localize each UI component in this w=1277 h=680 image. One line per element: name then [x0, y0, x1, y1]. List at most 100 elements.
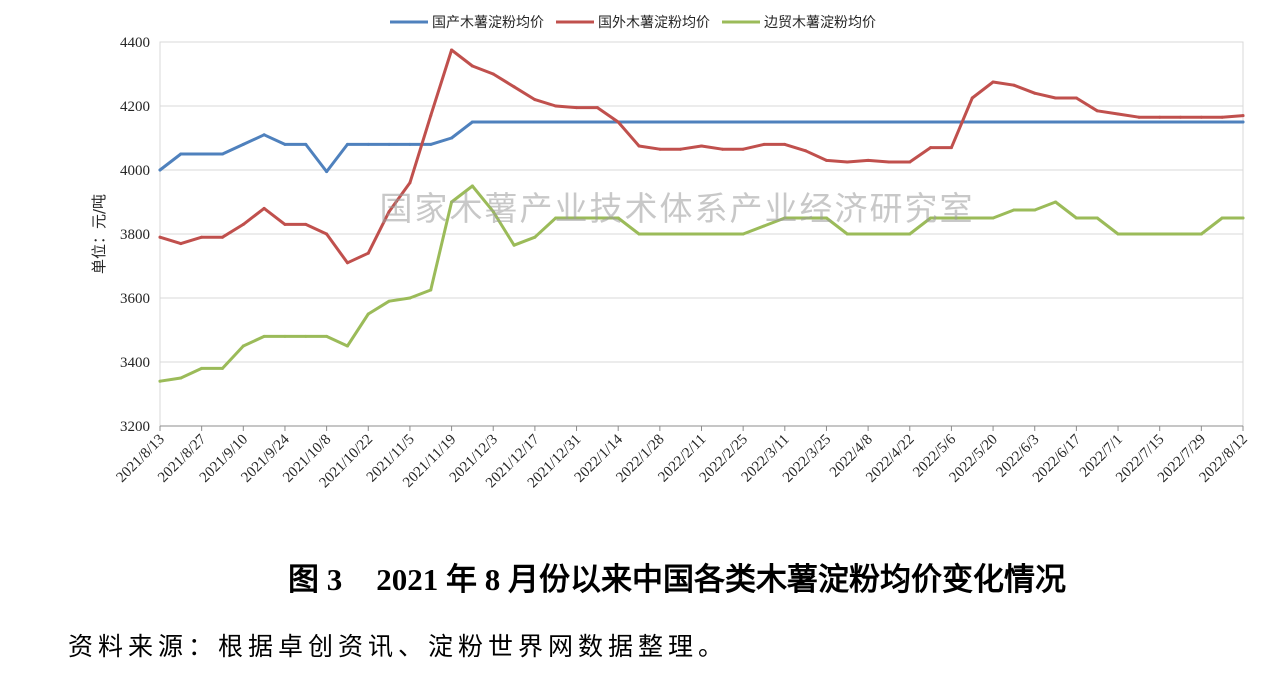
domestic-price-point — [679, 120, 683, 124]
series-lines — [158, 48, 1245, 383]
domestic-price-point — [491, 120, 495, 124]
imported-price-point — [533, 98, 537, 102]
imported-price-point — [1033, 91, 1037, 95]
domestic-price-point — [450, 136, 454, 140]
domestic-price-point — [991, 120, 995, 124]
imported-price-point — [949, 146, 953, 150]
border-trade-price-point — [595, 216, 599, 220]
border-trade-price-point — [700, 232, 703, 236]
y-axis-ticks: 3200 3400 3600 3800 4000 4200 4400 — [120, 35, 150, 435]
imported-price-point — [908, 160, 912, 164]
domestic-price-point — [1158, 120, 1162, 124]
border-trade-price-point — [200, 366, 204, 370]
legend-item-domestic-price: 国产木薯淀粉均价 — [390, 15, 544, 31]
imported-price-point — [637, 144, 641, 148]
figure-caption: 图 3 2021 年 8 月份以来中国各类木薯淀粉均价变化情况 — [237, 558, 1117, 602]
imported-price-point — [658, 147, 662, 151]
domestic-price-point — [595, 120, 599, 124]
imported-price-point — [929, 146, 933, 150]
border-trade-price-point — [283, 334, 287, 338]
domestic-price-point — [325, 170, 329, 174]
border-trade-price-point — [491, 210, 495, 214]
watermark: 国家木薯产业技术体系产业经济研究室 — [380, 189, 975, 228]
imported-price-point — [262, 206, 266, 210]
border-trade-price-point — [1074, 216, 1078, 220]
y-tick-label: 3400 — [120, 355, 150, 371]
imported-price-point — [450, 48, 454, 52]
border-trade-price-point — [1158, 232, 1162, 236]
domestic-price-point — [700, 120, 703, 124]
domestic-price-point — [970, 120, 974, 124]
border-trade-price-point — [429, 288, 433, 292]
border-trade-price-point — [1095, 216, 1099, 220]
imported-price-point — [491, 72, 495, 76]
domestic-price-point — [1220, 120, 1224, 124]
border-trade-price-point — [991, 216, 995, 220]
imported-price-point — [679, 147, 683, 151]
domestic-price-point — [845, 120, 849, 124]
y-tick-label: 3200 — [120, 419, 150, 435]
imported-price-point — [845, 160, 849, 164]
border-trade-price-point — [1220, 216, 1224, 220]
imported-price-point — [783, 142, 787, 146]
x-axis-ticks: 2021/8/132021/8/272021/9/102021/9/242021… — [113, 426, 1251, 491]
domestic-price-point — [1137, 120, 1141, 124]
domestic-price-point — [741, 120, 745, 124]
border-trade-price-point — [304, 334, 308, 338]
imported-price-point — [345, 261, 349, 265]
imported-price-point — [887, 160, 891, 164]
domestic-price-point — [262, 133, 266, 137]
domestic-price-point — [1012, 120, 1016, 124]
border-trade-price-point — [741, 232, 745, 236]
border-trade-price-point — [887, 232, 891, 236]
imported-price-point — [970, 96, 974, 100]
domestic-price-point — [220, 152, 224, 156]
border-trade-price-point — [325, 334, 329, 338]
domestic-price-point — [929, 120, 933, 124]
imported-price-point — [700, 144, 703, 148]
domestic-price-point — [1033, 120, 1037, 124]
border-trade-price-point — [720, 232, 724, 236]
border-trade-price-point — [908, 232, 912, 236]
domestic-price-point — [554, 120, 558, 124]
domestic-price-point — [637, 120, 641, 124]
imported-price-point — [512, 85, 516, 89]
domestic-price-point — [762, 120, 766, 124]
y-tick-label: 3600 — [120, 291, 150, 307]
imported-price-point — [741, 147, 745, 151]
border-trade-price-point — [1116, 232, 1120, 236]
imported-price-point — [866, 158, 870, 162]
border-trade-price-point — [533, 235, 537, 239]
imported-price-point — [824, 158, 828, 162]
border-trade-price-point — [512, 243, 516, 247]
imported-price-point — [1054, 96, 1058, 100]
border-trade-price-point — [262, 334, 266, 338]
border-trade-price-point — [408, 296, 412, 300]
domestic-price-point — [783, 120, 787, 124]
line-chart: 3200 3400 3600 3800 4000 4200 4400 2021/8/1320… — [90, 15, 1251, 491]
imported-price-point — [616, 120, 620, 124]
border-trade-price-point — [241, 344, 245, 348]
domestic-price-point — [887, 120, 891, 124]
imported-price-point — [220, 235, 224, 239]
domestic-price-point — [1116, 120, 1120, 124]
imported-price-point — [200, 235, 204, 239]
imported-price-point — [158, 235, 162, 239]
imported-price-point — [804, 149, 808, 153]
imported-price-point — [470, 64, 474, 68]
legend-label: 国外木薯淀粉均价 — [598, 15, 710, 31]
series-imported-price — [158, 48, 1245, 265]
domestic-price-point — [824, 120, 828, 124]
border-trade-price-point — [679, 232, 683, 236]
border-trade-price-point — [866, 232, 870, 236]
imported-price-point — [304, 222, 308, 226]
imported-price-point — [762, 142, 766, 146]
legend-item-imported-price: 国外木薯淀粉均价 — [556, 15, 710, 31]
border-trade-price-point — [1033, 208, 1037, 212]
domestic-price-point — [658, 120, 662, 124]
imported-price-point — [1199, 115, 1203, 119]
border-trade-price-point — [450, 200, 454, 204]
domestic-price-point — [1199, 120, 1203, 124]
y-axis-label: 单位：元/吨 — [90, 194, 108, 274]
imported-price-point — [429, 114, 433, 118]
